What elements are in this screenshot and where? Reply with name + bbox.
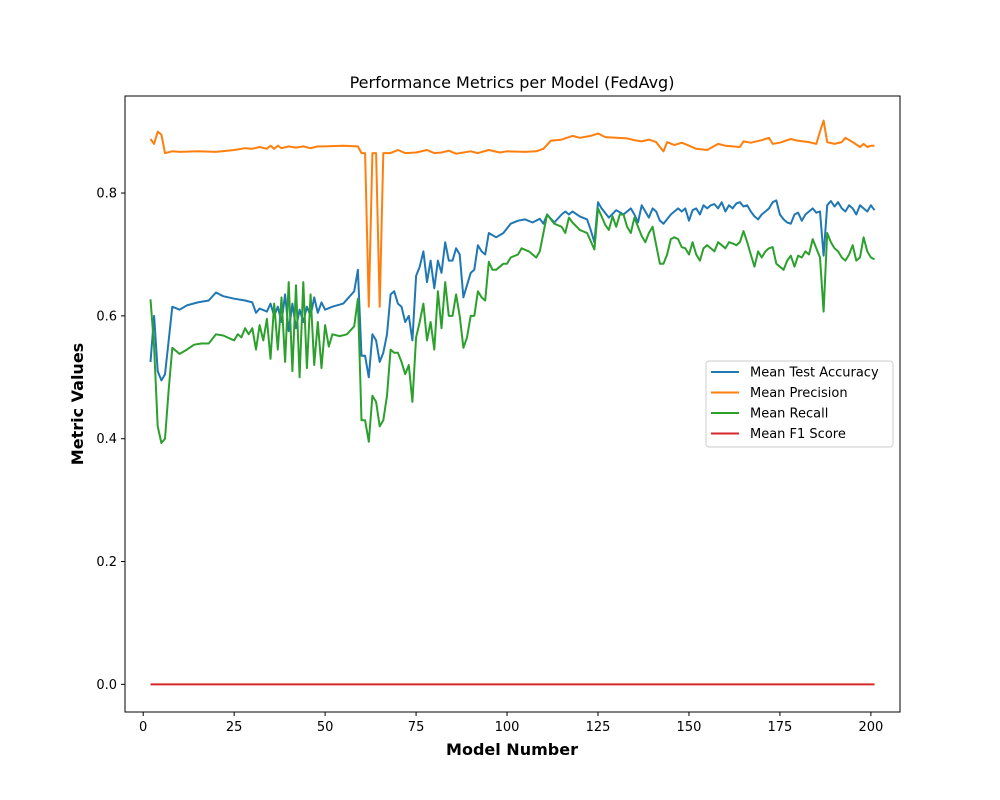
y-tick-label: 0.6: [96, 309, 117, 324]
series-line-1: [149, 119, 875, 308]
x-tick-label: 50: [317, 720, 334, 735]
series-lines: [149, 119, 876, 686]
legend-entry-1: Mean Precision: [750, 386, 848, 401]
x-axis-label: Model Number: [446, 740, 578, 759]
x-tick-label: 200: [858, 720, 883, 735]
x-tick-label: 25: [226, 720, 243, 735]
y-axis-ticks: 0.0 0.2 0.4 0.6 0.8: [96, 187, 125, 693]
y-axis-label: Metric Values: [68, 343, 87, 465]
legend-entry-3: Mean F1 Score: [750, 427, 846, 442]
legend-box: [705, 360, 894, 448]
x-tick-label: 75: [408, 720, 425, 735]
legend-entry-0: Mean Test Accuracy: [750, 366, 879, 381]
x-tick-label: 100: [495, 720, 520, 735]
y-tick-label: 0.2: [96, 555, 117, 570]
y-tick-label: 0.8: [96, 187, 117, 202]
legend-entry-2: Mean Recall: [750, 407, 828, 422]
x-tick-label: 0: [139, 720, 147, 735]
plot-frame: [124, 95, 901, 713]
series-line-0: [149, 199, 876, 382]
series-line-2: [149, 207, 875, 444]
x-tick-label: 175: [768, 720, 793, 735]
x-tick-label: 150: [677, 720, 702, 735]
x-axis-ticks: 0 25 50 75 100 125 150 175 200: [139, 712, 883, 735]
legend: Mean Test Accuracy Mean Precision Mean Rec…: [705, 360, 894, 448]
y-tick-label: 0.0: [96, 678, 117, 693]
chart-title: Performance Metrics per Model (FedAvg): [350, 73, 675, 92]
y-tick-label: 0.4: [96, 432, 117, 447]
x-tick-label: 125: [586, 720, 611, 735]
